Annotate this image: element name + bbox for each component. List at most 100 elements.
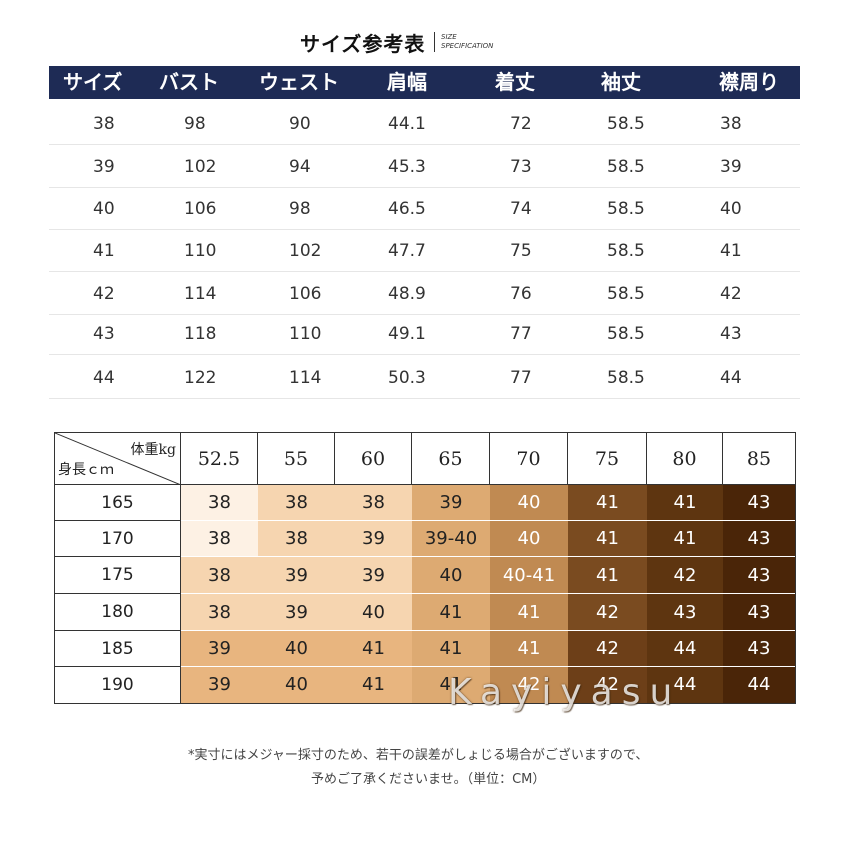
- size-table-cell: 122: [184, 368, 217, 388]
- size-recommendation-cell: 44: [647, 631, 723, 667]
- weight-header-cell: 65: [412, 433, 490, 485]
- corner-height-label: 身長ｃｍ: [58, 462, 114, 478]
- size-recommendation-cell: 40: [335, 594, 412, 631]
- size-recommendation-cell: 39: [258, 557, 335, 594]
- size-recommendation-cell: 41: [335, 631, 412, 667]
- corner-diagonal-line: [55, 433, 180, 484]
- weight-header-cell: 75: [568, 433, 647, 485]
- size-recommendation-cell: 40-41: [490, 557, 568, 594]
- size-recommendation-cell: 38: [181, 594, 258, 631]
- note-line-2: 予めご了承くださいませ。（単位：CM）: [311, 772, 546, 787]
- size-table-cell: 98: [289, 199, 311, 219]
- size-recommendation-cell: 43: [723, 594, 795, 631]
- size-table-cell: 47.7: [388, 241, 426, 261]
- size-header-cell: サイズ: [63, 70, 123, 94]
- size-table-row: 41 110 102 47.7 75 58.5 41: [49, 230, 800, 272]
- row-divider: [49, 187, 800, 188]
- size-table-cell: 110: [289, 324, 322, 344]
- size-recommendation-cell: 41: [647, 485, 723, 521]
- size-recommendation-cell: 39: [335, 521, 412, 557]
- size-table-cell: 58.5: [607, 157, 645, 177]
- height-label-cell: 190: [55, 667, 181, 703]
- corner-weight-label: 体重kg: [130, 442, 176, 458]
- size-table-cell: 98: [184, 114, 206, 134]
- weight-header-cell: 55: [258, 433, 335, 485]
- size-header-cell: 襟周り: [719, 70, 779, 94]
- size-table-cell: 41: [93, 241, 115, 261]
- size-recommendation-cell: 39: [412, 485, 490, 521]
- size-recommendation-cell: 43: [723, 557, 795, 594]
- size-recommendation-cell: 38: [335, 485, 412, 521]
- size-table-cell: 90: [289, 114, 311, 134]
- size-table-cell: 46.5: [388, 199, 426, 219]
- size-table-cell: 77: [510, 324, 532, 344]
- size-recommendation-cell: 39: [181, 631, 258, 667]
- size-table-cell: 73: [510, 157, 532, 177]
- size-table-row: 43 118 110 49.1 77 58.5 43: [49, 313, 800, 355]
- size-recommendation-cell: 41: [647, 521, 723, 557]
- size-table-cell: 43: [93, 324, 115, 344]
- size-recommendation-cell: 44: [647, 667, 723, 703]
- title-subtitle-size: SIZE: [441, 33, 457, 41]
- size-table-cell: 102: [184, 157, 217, 177]
- size-table-cell: 75: [510, 241, 532, 261]
- size-recommendation-cell: 40: [258, 631, 335, 667]
- title-block: サイズ参考表 SIZE SPECIFICATION: [0, 28, 849, 60]
- size-table-cell: 114: [289, 368, 322, 388]
- size-table-cell: 58.5: [607, 199, 645, 219]
- size-table-cell: 58.5: [607, 368, 645, 388]
- title-divider: [434, 32, 435, 52]
- weight-header-cell: 52.5: [181, 433, 258, 485]
- size-table-cell: 106: [184, 199, 217, 219]
- size-table-cell: 38: [93, 114, 115, 134]
- height-label-cell: 175: [55, 557, 181, 594]
- size-recommendation-cell: 43: [723, 631, 795, 667]
- size-table-cell: 44: [93, 368, 115, 388]
- size-table-cell: 58.5: [607, 284, 645, 304]
- height-label-cell: 165: [55, 485, 181, 521]
- row-divider: [49, 354, 800, 355]
- size-table-cell: 42: [93, 284, 115, 304]
- height-label-cell: 170: [55, 521, 181, 557]
- size-table-cell: 42: [720, 284, 742, 304]
- size-recommendation-cell: 38: [181, 521, 258, 557]
- size-table-cell: 118: [184, 324, 217, 344]
- weight-header-cell: 60: [335, 433, 412, 485]
- size-table-cell: 40: [93, 199, 115, 219]
- size-recommendation-cell: 41: [412, 631, 490, 667]
- size-table-cell: 94: [289, 157, 311, 177]
- size-recommendation-cell: 38: [258, 521, 335, 557]
- size-recommendation-cell: 41: [412, 594, 490, 631]
- height-label-cell: 180: [55, 594, 181, 631]
- size-recommendation-cell: 43: [647, 594, 723, 631]
- size-table-row: 39 102 94 45.3 73 58.5 39: [49, 146, 800, 188]
- note-line-1: *実寸にはメジャー採寸のため、若干の誤差がしょじる場合がございますので、: [188, 748, 649, 763]
- size-recommendation-cell: 40: [490, 485, 568, 521]
- size-table-cell: 77: [510, 368, 532, 388]
- size-header-cell: 肩幅: [387, 70, 427, 94]
- size-recommendation-cell: 39-40: [412, 521, 490, 557]
- weight-header-cell: 85: [723, 433, 795, 485]
- row-divider: [49, 271, 800, 272]
- size-table-cell: 48.9: [388, 284, 426, 304]
- size-recommendation-cell: 39: [181, 667, 258, 703]
- size-recommendation-cell: 40: [490, 521, 568, 557]
- size-header-cell: 袖丈: [601, 70, 641, 94]
- size-recommendation-cell: 42: [568, 631, 647, 667]
- size-table-cell: 74: [510, 199, 532, 219]
- size-table-cell: 44.1: [388, 114, 426, 134]
- row-divider: [49, 144, 800, 145]
- weight-header-cell: 70: [490, 433, 568, 485]
- size-table-row: 44 122 114 50.3 77 58.5 44: [49, 357, 800, 399]
- size-table-row: 38 98 90 44.1 72 58.5 38: [49, 103, 800, 145]
- size-table-row: 40 106 98 46.5 74 58.5 40: [49, 188, 800, 230]
- page-title: サイズ参考表: [300, 32, 426, 56]
- watermark: Kayiyasu: [448, 672, 682, 713]
- size-recommendation-cell: 38: [181, 557, 258, 594]
- size-recommendation-cell: 42: [568, 594, 647, 631]
- size-recommendation-cell: 38: [181, 485, 258, 521]
- size-table-cell: 76: [510, 284, 532, 304]
- size-recommendation-cell: 39: [258, 594, 335, 631]
- size-table-cell: 110: [184, 241, 217, 261]
- size-table-cell: 102: [289, 241, 322, 261]
